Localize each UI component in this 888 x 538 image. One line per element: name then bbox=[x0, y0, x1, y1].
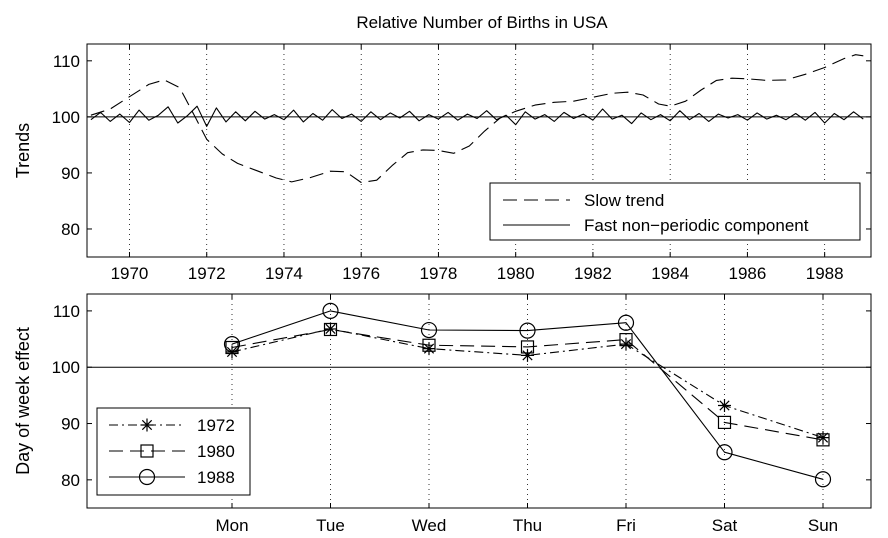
square-marker-1980 bbox=[520, 340, 535, 354]
y-axis-label: Trends bbox=[13, 123, 33, 178]
asterisk-marker-1972 bbox=[324, 322, 337, 336]
asterisk-marker-1972 bbox=[422, 342, 436, 356]
x-tick-label: 1988 bbox=[806, 264, 844, 283]
legend-entry-label: 1988 bbox=[197, 468, 235, 487]
circle-marker-1988 bbox=[322, 302, 339, 319]
y-tick-label: 80 bbox=[61, 471, 80, 490]
fast-component-line bbox=[90, 105, 864, 127]
x-tick-label: 1974 bbox=[265, 264, 303, 283]
square-marker-1980 bbox=[717, 415, 732, 429]
x-tick-label: 1984 bbox=[651, 264, 689, 283]
legend: Slow trend Fast non−periodic component bbox=[489, 182, 861, 241]
x-tick-label: 1986 bbox=[728, 264, 766, 283]
y-tick-label: 80 bbox=[61, 220, 80, 239]
slow-trend-line bbox=[90, 54, 864, 184]
legend-entry-label: 1980 bbox=[197, 442, 235, 461]
legend-entry-label: Fast non−periodic component bbox=[584, 216, 809, 235]
plot-frame bbox=[86, 293, 872, 509]
x-tick-label: 1972 bbox=[188, 264, 226, 283]
asterisk-marker-1972 bbox=[718, 399, 731, 413]
y-axis-label: Day of week effect bbox=[13, 327, 33, 475]
top-series-group bbox=[90, 54, 864, 184]
legend-box bbox=[489, 182, 861, 241]
series-line-1980 bbox=[231, 328, 824, 441]
x-tick-label: Sun bbox=[808, 516, 838, 535]
circle-marker-1988 bbox=[617, 314, 635, 331]
x-tick-label: Mon bbox=[215, 516, 248, 535]
day-of-week-panel: Mon Tue Wed Thu Fri Sat Sun 80 90 100 110 Day of we… bbox=[13, 293, 872, 535]
legend-asterisk-marker bbox=[140, 418, 154, 432]
x-tick-label: 1980 bbox=[497, 264, 535, 283]
x-tick-label: Sat bbox=[712, 516, 738, 535]
legend-entry-label: 1972 bbox=[197, 416, 235, 435]
legend: 1972 1980 1988 bbox=[96, 407, 251, 496]
circle-marker-1988 bbox=[814, 471, 832, 488]
x-tick-label: Tue bbox=[316, 516, 345, 535]
square-marker-1980 bbox=[619, 333, 633, 347]
x-tick-label: 1970 bbox=[111, 264, 149, 283]
square-marker-1980 bbox=[816, 433, 830, 447]
legend-circle-marker bbox=[138, 468, 156, 486]
x-tick-label: Thu bbox=[513, 516, 542, 535]
asterisk-marker-1972 bbox=[816, 431, 830, 445]
trends-panel: 1970 1972 1974 1976 1978 1980 1982 1984 1986 1988… bbox=[13, 43, 872, 283]
legend-entry-label: Slow trend bbox=[584, 191, 664, 210]
y-tick-label: 110 bbox=[53, 302, 80, 321]
circle-marker-1988 bbox=[519, 322, 536, 339]
asterisk-marker-1972 bbox=[521, 348, 534, 362]
circle-marker-1988 bbox=[420, 321, 438, 339]
y-tick-label: 100 bbox=[52, 358, 80, 377]
y-tick-label: 90 bbox=[61, 164, 80, 183]
x-tick-label: 1976 bbox=[342, 264, 380, 283]
legend-square-marker bbox=[140, 444, 154, 458]
circle-marker-1988 bbox=[716, 444, 733, 461]
square-marker-1980 bbox=[225, 340, 239, 355]
y-tick-label: 90 bbox=[61, 415, 80, 434]
square-marker-1980 bbox=[323, 322, 338, 337]
x-tick-label: 1978 bbox=[420, 264, 458, 283]
square-marker-1980 bbox=[422, 338, 436, 352]
circle-marker-1988 bbox=[223, 336, 241, 353]
asterisk-marker-1972 bbox=[619, 337, 633, 351]
x-tick-label: Fri bbox=[616, 516, 636, 535]
figure-title: Relative Number of Births in USA bbox=[356, 13, 608, 32]
x-tick-label: 1982 bbox=[574, 264, 612, 283]
y-tick-label: 110 bbox=[53, 52, 80, 71]
series-line-1988 bbox=[231, 310, 824, 480]
plot-frame bbox=[86, 43, 872, 258]
x-tick-label: Wed bbox=[412, 516, 447, 535]
series-line-1972 bbox=[231, 328, 824, 439]
y-tick-label: 100 bbox=[52, 108, 80, 127]
